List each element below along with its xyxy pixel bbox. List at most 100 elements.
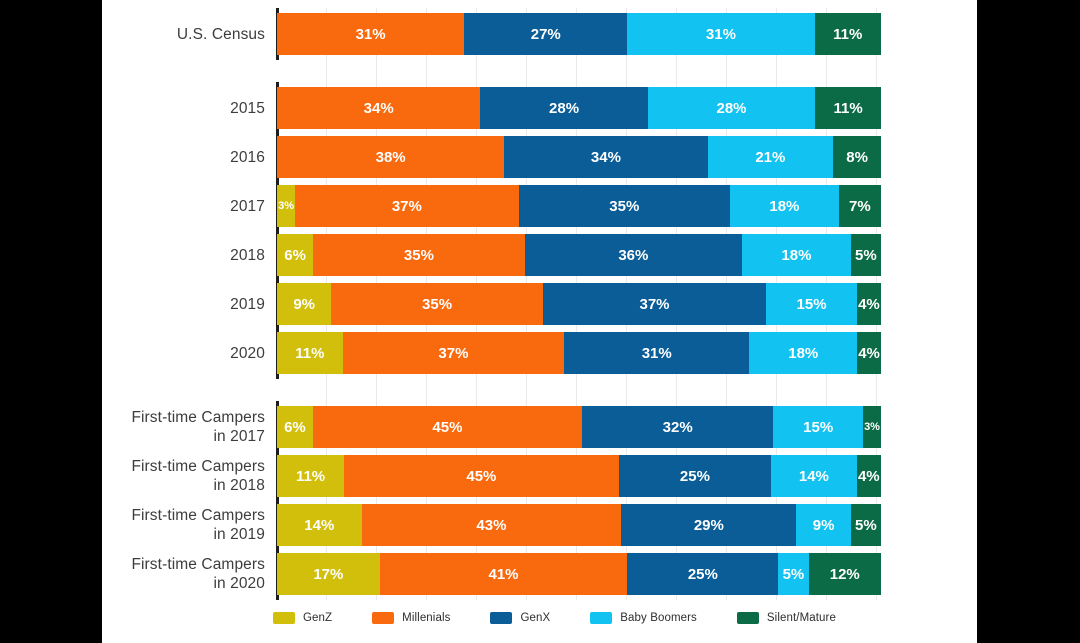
legend-label: GenX <box>520 612 551 624</box>
bar-segment-millenials: 35% <box>331 283 543 325</box>
legend-swatch <box>736 612 759 624</box>
segment-value: 35% <box>403 246 434 264</box>
row-label: First-time Campers in 2018 <box>131 458 265 494</box>
segment-value: 8% <box>846 148 868 166</box>
segment-value: 3% <box>864 421 880 433</box>
stacked-bar: 34% 28% 28% 11% <box>277 87 882 129</box>
row-label: U.S. Census <box>176 25 265 43</box>
row-label: 2016 <box>230 148 265 166</box>
bar-segment-genx: 35% <box>518 185 731 227</box>
bar-segment-genz: 6% <box>277 406 313 448</box>
segment-value: 28% <box>716 99 747 117</box>
segment-value: 11% <box>833 99 863 117</box>
bar-segment-genx: 36% <box>524 234 743 276</box>
segment-value: 35% <box>422 295 453 313</box>
bar-segment-genz: 17% <box>277 553 380 595</box>
segment-value: 11% <box>295 344 325 362</box>
segment-value: 14% <box>304 516 335 534</box>
bar-segment-genx: 27% <box>464 13 628 55</box>
segment-value: 34% <box>363 99 394 117</box>
segment-value: 37% <box>438 344 469 362</box>
bar-segment-silent-mature: 8% <box>833 136 881 178</box>
segment-value: 21% <box>755 148 786 166</box>
bar-segment-millenials: 43% <box>361 504 622 546</box>
segment-value: 17% <box>313 565 344 583</box>
bar-segment-millenials: 45% <box>344 455 619 497</box>
legend-item-genx: GenX <box>490 612 550 624</box>
segment-value: 31% <box>641 344 672 362</box>
segment-value: 37% <box>639 295 670 313</box>
legend-label: Millenials <box>402 612 451 624</box>
chart: U.S. Census 31% 27% 31% 11% 2015 34% 28% 28% 11% 2… <box>102 8 977 600</box>
bar-segment-genz: 11% <box>277 332 343 374</box>
segment-value: 3% <box>278 200 295 212</box>
row-label: 2017 <box>230 197 265 215</box>
segment-value: 31% <box>355 25 386 43</box>
segment-value: 9% <box>812 516 835 534</box>
bar-segment-genx: 32% <box>581 406 774 448</box>
bar-segment-millenials: 37% <box>295 185 519 227</box>
segment-value: 32% <box>662 418 693 436</box>
bar-segment-genx: 34% <box>504 136 708 178</box>
bar-row: 2015 34% 28% 28% 11% <box>102 87 977 129</box>
segment-value: 7% <box>849 197 871 215</box>
segment-value: 14% <box>798 467 829 485</box>
segment-value: 9% <box>293 295 316 313</box>
bar-segment-silent-mature: 5% <box>850 504 881 546</box>
stacked-bar: 6% 35% 36% 18% 5% <box>277 234 881 276</box>
segment-value: 15% <box>796 295 827 313</box>
segment-value: 45% <box>466 467 497 485</box>
stacked-bar: 11% 45% 25% 14% 4% <box>277 455 882 497</box>
chart-frame: U.S. Census 31% 27% 31% 11% 2015 34% 28% 28% 11% 2… <box>102 0 977 643</box>
bar-segment-baby-boomers: 9% <box>796 504 851 546</box>
bar-segment-silent-mature: 11% <box>814 13 881 55</box>
bar-segment-baby-boomers: 31% <box>627 13 815 55</box>
segment-value: 37% <box>391 197 422 215</box>
bar-group-all-campers-by-year: 2015 34% 28% 28% 11% 2016 38% 34% 21% 8% 2017 3% 37%… <box>102 82 977 379</box>
segment-value: 18% <box>788 344 819 362</box>
bar-segment-genx: 25% <box>618 455 772 497</box>
bar-segment-millenials: 45% <box>312 406 582 448</box>
row-label: First-time Campers in 2017 <box>131 409 265 445</box>
row-label: 2015 <box>230 99 265 117</box>
segment-value: 29% <box>693 516 724 534</box>
segment-value: 28% <box>549 99 580 117</box>
row-label: 2020 <box>230 344 265 362</box>
bar-row: First-time Campers in 2019 14% 43% 29% 9% 5% <box>102 504 977 546</box>
bar-segment-genz: 11% <box>277 455 345 497</box>
legend-label: GenZ <box>303 612 333 624</box>
bar-segment-silent-mature: 4% <box>857 332 881 374</box>
bar-segment-genz: 9% <box>277 283 332 325</box>
bar-segment-genz: 3% <box>277 185 296 227</box>
bar-row: First-time Campers in 2018 11% 45% 25% 14% 4% <box>102 455 977 497</box>
bar-segment-baby-boomers: 21% <box>707 136 834 178</box>
bar-segment-baby-boomers: 28% <box>647 87 816 129</box>
bar-row: U.S. Census 31% 27% 31% 11% <box>102 13 977 55</box>
bar-segment-millenials: 37% <box>342 332 565 374</box>
bar-row: 2018 6% 35% 36% 18% 5% <box>102 234 977 276</box>
legend-item-genz: GenZ <box>273 612 332 624</box>
row-label: 2018 <box>230 246 265 264</box>
stacked-bar: 11% 37% 31% 18% 4% <box>277 332 881 374</box>
bar-group-first-time-campers: First-time Campers in 2017 6% 45% 32% 15% 3% Fi… <box>102 401 977 600</box>
bar-segment-silent-mature: 7% <box>838 185 882 227</box>
legend-item-baby-boomers: Baby Boomers <box>590 612 697 624</box>
bar-segment-genx: 28% <box>480 87 648 129</box>
bar-segment-genz: 14% <box>277 504 362 546</box>
segment-value: 4% <box>858 295 880 313</box>
legend: GenZ Millenials GenX Baby Boomers Silent/Mat… <box>273 612 977 624</box>
bar-segment-baby-boomers: 18% <box>742 234 851 276</box>
segment-value: 25% <box>687 565 718 583</box>
segment-value: 18% <box>769 197 800 215</box>
segment-value: 27% <box>530 25 561 43</box>
segment-value: 6% <box>284 418 306 436</box>
segment-value: 4% <box>858 344 880 362</box>
stacked-bar: 3% 37% 35% 18% 7% <box>277 185 882 227</box>
bar-segment-genx: 37% <box>542 283 767 325</box>
bar-segment-genx: 29% <box>621 504 797 546</box>
legend-label: Baby Boomers <box>620 612 697 624</box>
segment-value: 11% <box>295 467 326 485</box>
bar-row: 2017 3% 37% 35% 18% 7% <box>102 185 977 227</box>
stacked-bar: 17% 41% 25% 5% 12% <box>277 553 882 595</box>
bar-segment-millenials: 38% <box>277 136 505 178</box>
